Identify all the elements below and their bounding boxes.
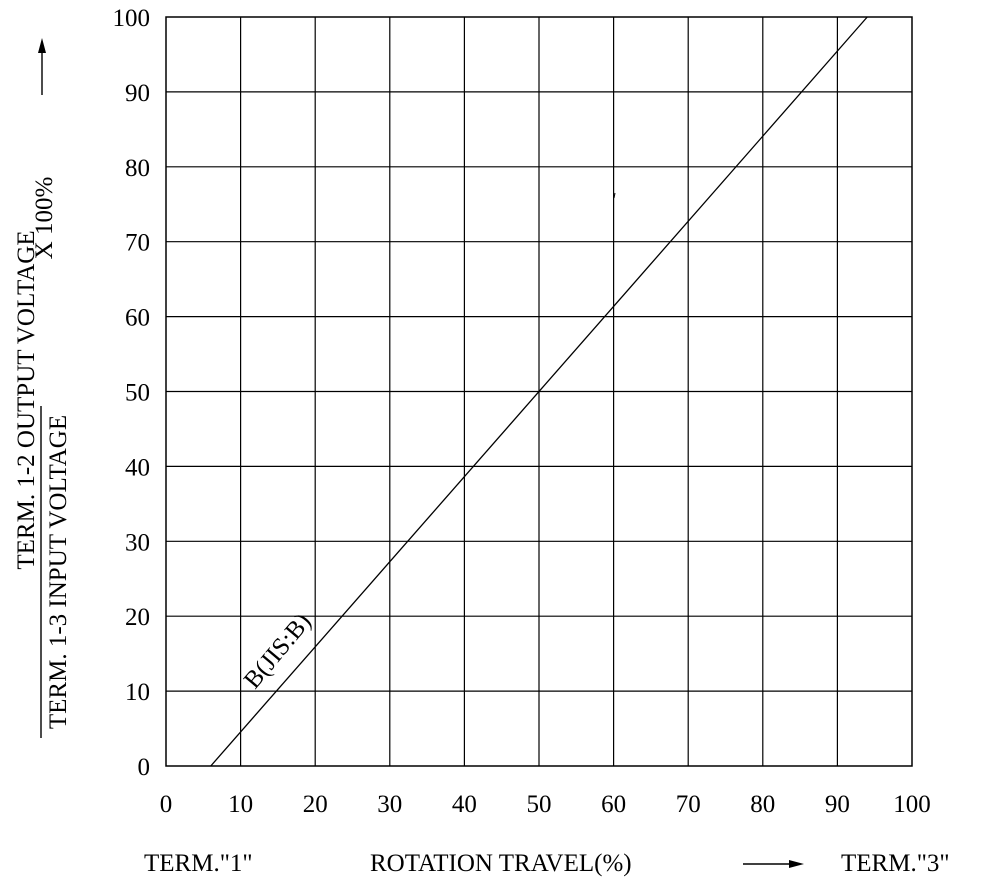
x-tick-label: 80 — [750, 791, 775, 818]
y-tick-label: 0 — [138, 754, 151, 781]
y-tick-label: 80 — [125, 155, 150, 182]
stray-mark — [613, 192, 616, 199]
x-tick-label: 90 — [825, 791, 850, 818]
y-axis-title: TERM. 1-2 OUTPUT VOLTAGE TERM. 1-3 INPUT… — [13, 230, 72, 738]
x-axis-left-terminal-label: TERM."1" — [144, 850, 253, 877]
x-tick-label: 40 — [452, 791, 477, 818]
y-tick-label: 60 — [125, 305, 150, 332]
y-tick-label: 20 — [125, 604, 150, 631]
y-tick-label: 100 — [113, 5, 151, 32]
x-tick-label: 30 — [377, 791, 402, 818]
series — [210, 16, 868, 767]
x-tick-label: 70 — [676, 791, 701, 818]
y-axis-denominator: TERM. 1-3 INPUT VOLTAGE — [45, 415, 72, 729]
x-axis-arrow-icon — [743, 860, 804, 868]
x-tick-label: 10 — [228, 791, 253, 818]
x-axis-title: ROTATION TRAVEL(%) — [370, 850, 632, 877]
x-tick-label: 20 — [303, 791, 328, 818]
x-tick-label: 100 — [893, 791, 931, 818]
y-tick-label: 30 — [125, 529, 150, 556]
y-tick-label: 50 — [125, 380, 150, 407]
x-tick-label: 60 — [601, 791, 626, 818]
y-tick-label: 70 — [125, 230, 150, 257]
y-axis-numerator: TERM. 1-2 OUTPUT VOLTAGE — [13, 230, 40, 569]
y-axis-multiplier: X 100% — [31, 177, 58, 260]
y-tick-labels: 0 10 20 30 40 50 60 70 80 90 100 — [113, 5, 151, 781]
x-tick-label: 50 — [527, 791, 552, 818]
x-tick-labels: 0 10 20 30 40 50 60 70 80 90 100 — [160, 791, 931, 818]
plot-frame — [165, 16, 913, 767]
x-tick-label: 0 — [160, 791, 173, 818]
y-tick-label: 40 — [125, 454, 150, 481]
series-line — [210, 16, 868, 767]
y-tick-label: 90 — [125, 80, 150, 107]
x-axis-right-terminal-label: TERM."3" — [841, 850, 950, 877]
y-axis-arrow-icon — [38, 38, 46, 95]
y-tick-label: 10 — [125, 679, 150, 706]
